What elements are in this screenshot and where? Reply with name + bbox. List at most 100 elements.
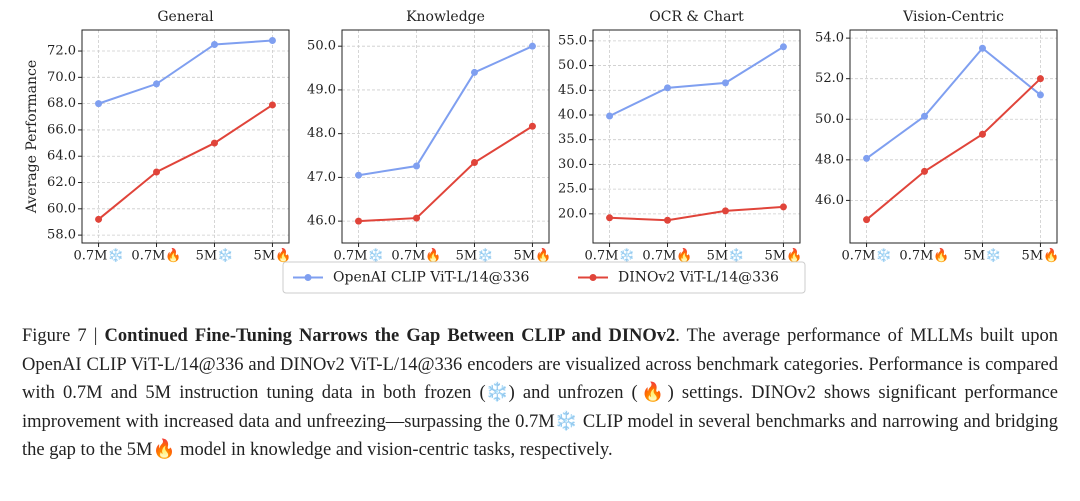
x-tick-label: 0.7M🔥 (391, 248, 441, 264)
data-point (413, 214, 421, 222)
x-tick-label: 0.7M🔥 (899, 248, 949, 264)
y-tick-label: 58.0 (47, 228, 76, 243)
y-tick-label: 40.0 (558, 108, 587, 123)
series-line (358, 45, 533, 177)
y-tick-label: 62.0 (47, 175, 76, 190)
data-point (528, 122, 536, 130)
caption-label: Figure 7 | (22, 326, 105, 346)
data-point (921, 167, 929, 175)
y-tick-label: 54.0 (815, 31, 844, 46)
caption-title: Continued Fine-Tuning Narrows the Gap Be… (104, 326, 676, 346)
data-point (153, 80, 161, 88)
y-tick-label: 30.0 (558, 157, 587, 172)
y-tick-label: 50.0 (307, 39, 336, 54)
data-point (664, 216, 672, 224)
figure: General Average Performance 58.0 60.0 62.0 64… (24, 9, 1060, 294)
data-point (153, 168, 161, 176)
data-point (95, 215, 103, 223)
x-tick-label: 5M❄️ (196, 248, 234, 264)
data-point (863, 216, 871, 224)
series-line (865, 77, 1042, 221)
x-tick-label: 0.7M❄️ (73, 248, 123, 264)
legend-frame (282, 261, 806, 294)
chart-title: OCR & Chart (649, 9, 744, 25)
x-tick-label: 5M🔥 (1022, 248, 1060, 264)
data-point (721, 79, 729, 87)
plot-frame (849, 29, 1058, 244)
series-line (358, 125, 533, 223)
data-point (470, 159, 478, 167)
series-line (97, 104, 273, 221)
y-tick-label: 52.0 (815, 71, 844, 86)
data-point (921, 112, 929, 120)
data-point (210, 139, 218, 147)
x-tick-label: 0.7M❄️ (841, 248, 891, 264)
y-tick-label: 50.0 (558, 58, 587, 73)
x-tick-label: 5M❄️ (707, 248, 745, 264)
x-tick-label: 5M🔥 (765, 248, 803, 264)
data-point (210, 40, 218, 48)
data-point (779, 43, 787, 51)
y-tick-label: 72.0 (47, 44, 76, 59)
data-point (978, 130, 986, 138)
caption: Figure 7 | Continued Fine-Tuning Narrows… (22, 322, 1058, 465)
series-line (609, 205, 784, 222)
data-point (355, 217, 363, 225)
data-point (721, 207, 729, 215)
data-point (863, 154, 871, 162)
y-tick-label: 48.0 (815, 152, 844, 167)
y-tick-label: 49.0 (307, 82, 336, 97)
chart-title: General (157, 9, 214, 25)
series-line (865, 46, 1042, 160)
data-point (528, 42, 536, 50)
data-point (606, 112, 614, 120)
chart-title: Vision-Centric (902, 9, 1004, 25)
y-tick-label: 55.0 (558, 33, 587, 48)
legend-marker (589, 274, 597, 281)
legend-label: OpenAI CLIP ViT-L/14@336 (333, 270, 529, 286)
data-point (470, 68, 478, 76)
plot-frame (341, 29, 550, 244)
plot-frame (592, 29, 801, 244)
x-tick-label: 0.7M❄️ (584, 248, 634, 264)
data-point (268, 101, 276, 109)
y-tick-label: 68.0 (47, 96, 76, 111)
x-tick-label: 5M❄️ (964, 248, 1002, 264)
data-point (606, 214, 614, 222)
y-tick-label: 64.0 (47, 149, 76, 164)
caption-text: . The average performance of MLLMs built… (22, 326, 1058, 460)
x-tick-label: 0.7M🔥 (642, 248, 692, 264)
data-point (413, 162, 421, 170)
y-tick-label: 50.0 (815, 112, 844, 127)
series-line (609, 45, 784, 117)
y-axis-label: Average Performance (24, 60, 40, 214)
y-tick-label: 48.0 (307, 126, 336, 141)
chart-title: Knowledge (406, 9, 485, 25)
y-tick-label: 25.0 (558, 182, 587, 197)
data-point (664, 84, 672, 92)
x-tick-label: 5M❄️ (456, 248, 494, 264)
data-point (268, 37, 276, 45)
data-point (355, 171, 363, 179)
series-line (98, 39, 273, 105)
data-point (779, 203, 787, 211)
data-point (978, 44, 986, 52)
y-tick-label: 47.0 (307, 170, 336, 185)
x-tick-label: 5M🔥 (254, 248, 292, 264)
data-point (1036, 91, 1044, 99)
legend-label: DINOv2 ViT-L/14@336 (618, 270, 779, 286)
data-point (1036, 75, 1044, 83)
y-tick-label: 60.0 (47, 201, 76, 216)
x-tick-label: 0.7M🔥 (131, 248, 181, 264)
y-tick-label: 66.0 (47, 122, 76, 137)
y-tick-label: 46.0 (815, 193, 844, 208)
y-tick-label: 20.0 (558, 206, 587, 221)
legend-marker (304, 274, 312, 281)
data-point (95, 100, 103, 108)
y-tick-label: 45.0 (558, 83, 587, 98)
y-tick-label: 46.0 (307, 214, 336, 229)
y-tick-label: 35.0 (558, 132, 587, 147)
x-tick-label: 5M🔥 (514, 248, 552, 264)
plot-frame (81, 29, 290, 244)
x-tick-label: 0.7M❄️ (333, 248, 383, 264)
